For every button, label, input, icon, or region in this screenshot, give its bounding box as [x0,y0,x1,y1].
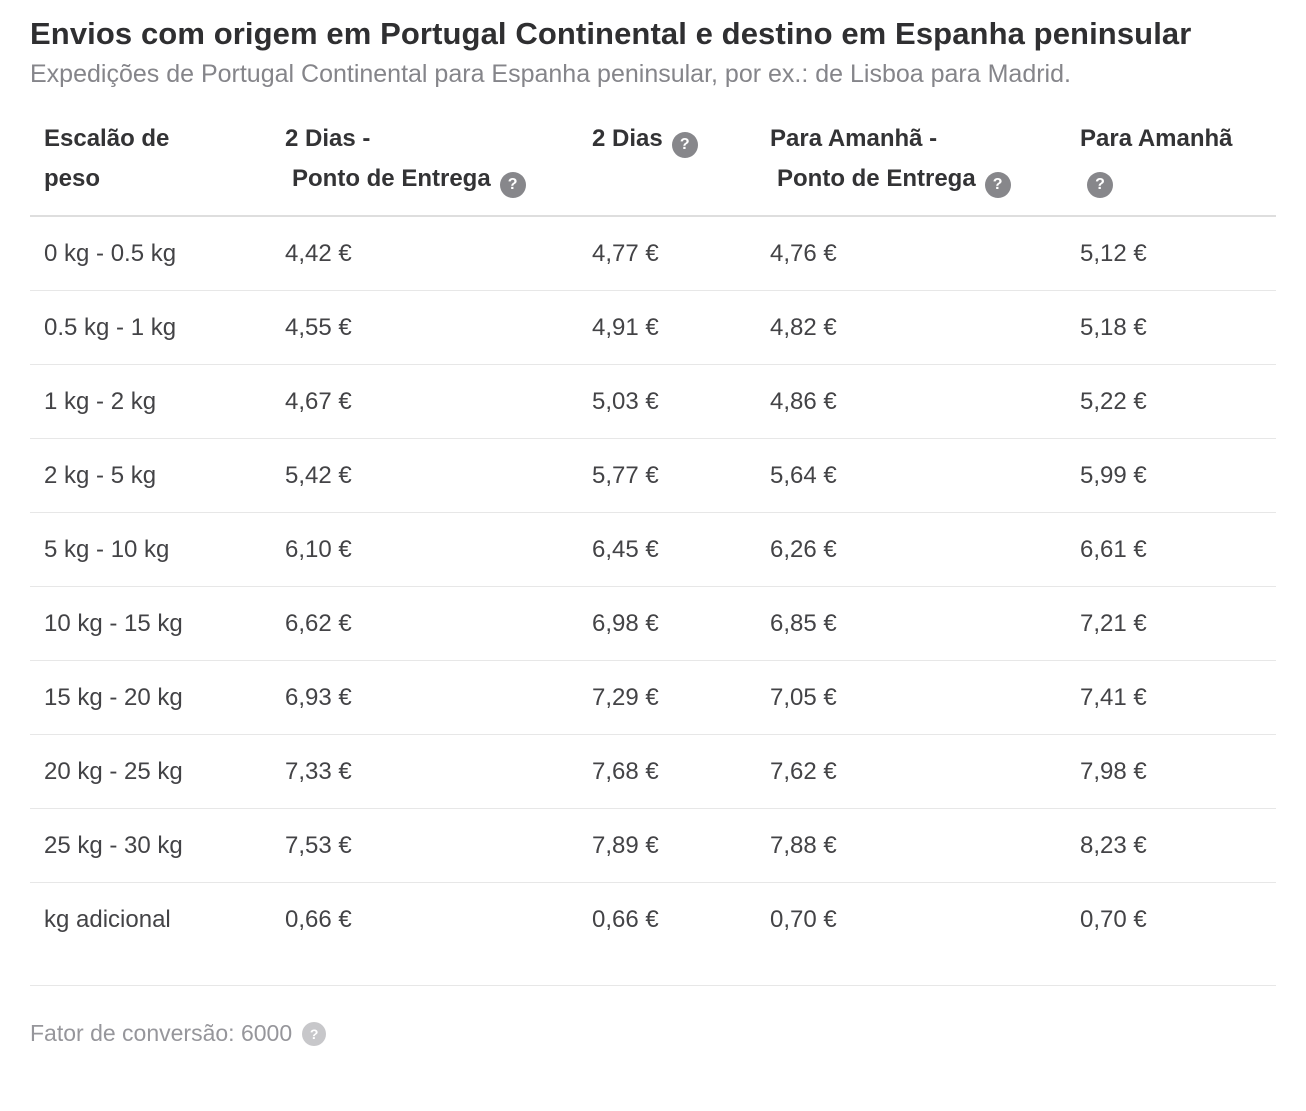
price-cell: 7,05 € [770,683,837,711]
price-cell: 6,61 € [1080,535,1147,563]
table-row: 0 kg - 0.5 kg 4,42 € 4,77 € 4,76 € 5,12 … [30,217,1276,291]
price-cell: 4,82 € [770,313,837,341]
price-cell: 5,18 € [1080,313,1147,341]
weight-label: 0.5 kg - 1 kg [44,313,177,341]
table-row: 25 kg - 30 kg 7,53 € 7,89 € 7,88 € 8,23 … [30,809,1276,883]
table-row: kg adicional 0,66 € 0,66 € 0,70 € 0,70 € [30,883,1276,957]
price-cell: 7,33 € [285,757,352,785]
page-title: Envios com origem em Portugal Continenta… [30,16,1192,51]
column-header-line1: Escalão de [44,125,170,152]
table-row: 5 kg - 10 kg 6,10 € 6,45 € 6,26 € 6,61 € [30,513,1276,587]
price-cell: 7,41 € [1080,683,1147,711]
page: Envios com origem em Portugal Continenta… [0,13,1306,1047]
price-cell: 4,86 € [770,387,837,415]
price-cell: 6,45 € [592,535,659,563]
page-subtitle: Expedições de Portugal Continental para … [30,60,1071,88]
column-header-2dias: 2 Dias? [592,119,770,199]
footer-divider [30,985,1276,986]
price-cell: 5,99 € [1080,461,1147,489]
weight-label: kg adicional [44,906,171,933]
weight-label: 2 kg - 5 kg [44,461,157,489]
weight-label: 0 kg - 0.5 kg [44,239,177,267]
price-cell: 4,67 € [285,387,352,415]
column-header-label: Ponto de Entrega [777,165,976,192]
price-cell: 7,68 € [592,757,659,785]
weight-label: 20 kg - 25 kg [44,757,183,785]
price-cell: 7,89 € [592,831,659,859]
weight-label: 25 kg - 30 kg [44,831,183,859]
price-cell: 4,76 € [770,239,837,267]
price-cell: 7,88 € [770,831,837,859]
price-cell: 4,77 € [592,239,659,267]
price-cell: 0,66 € [592,906,659,933]
price-cell: 6,62 € [285,609,352,637]
column-header-line2: Ponto de Entrega? [770,159,1080,199]
price-cell: 0,70 € [770,906,837,933]
weight-label: 5 kg - 10 kg [44,535,170,563]
price-cell: 4,42 € [285,239,352,267]
price-cell: 7,21 € [1080,609,1147,637]
column-header-label: 2 Dias [592,125,663,152]
price-cell: 6,26 € [770,535,837,563]
column-header-line2: ? [1080,159,1276,199]
price-cell: 7,98 € [1080,757,1147,785]
price-cell: 4,55 € [285,313,352,341]
price-cell: 7,29 € [592,683,659,711]
column-header-line2: peso [44,165,101,192]
table-row: 2 kg - 5 kg 5,42 € 5,77 € 5,64 € 5,99 € [30,439,1276,513]
column-header-weight: Escalão de peso [30,119,285,199]
column-header-2dias-ponto: 2 Dias - Ponto de Entrega? [285,119,592,199]
price-cell: 6,85 € [770,609,837,637]
column-header-line2: 2 Dias? [592,119,770,159]
price-cell: 6,98 € [592,609,659,637]
help-icon[interactable]: ? [499,172,526,198]
column-header-amanha: Para Amanhã ? [1080,119,1276,199]
price-cell: 4,91 € [592,313,659,341]
price-cell: 6,93 € [285,683,352,711]
help-icon-footer[interactable]: ? [302,1021,327,1046]
price-cell: 0,66 € [285,906,352,933]
column-header-line1: 2 Dias - [285,125,371,152]
price-cell: 6,10 € [285,535,352,563]
price-cell: 7,62 € [770,757,837,785]
table-header-row: Escalão de peso 2 Dias - Ponto de Entreg… [30,119,1276,217]
pricing-table: Escalão de peso 2 Dias - Ponto de Entreg… [30,119,1276,957]
table-body: 0 kg - 0.5 kg 4,42 € 4,77 € 4,76 € 5,12 … [30,217,1276,957]
table-row: 20 kg - 25 kg 7,33 € 7,68 € 7,62 € 7,98 … [30,735,1276,809]
help-icon[interactable]: ? [671,132,698,158]
price-cell: 7,53 € [285,831,352,859]
price-cell: 5,12 € [1080,239,1147,267]
price-cell: 5,77 € [592,461,659,489]
column-header-amanha-ponto: Para Amanhã - Ponto de Entrega? [770,119,1080,199]
price-cell: 8,23 € [1080,831,1147,859]
column-header-line1: Para Amanhã [1080,125,1233,152]
price-cell: 0,70 € [1080,906,1147,933]
help-icon[interactable]: ? [1087,172,1113,198]
conversion-factor-text: Fator de conversão: 6000 [30,1020,293,1046]
table-row: 0.5 kg - 1 kg 4,55 € 4,91 € 4,82 € 5,18 … [30,291,1276,365]
table-row: 10 kg - 15 kg 6,62 € 6,98 € 6,85 € 7,21 … [30,587,1276,661]
column-header-label: Ponto de Entrega [292,165,491,192]
price-cell: 5,03 € [592,387,659,415]
help-icon[interactable]: ? [984,172,1011,198]
weight-label: 15 kg - 20 kg [44,683,183,711]
weight-label: 1 kg - 2 kg [44,387,157,415]
column-header-line1: Para Amanhã - [770,125,938,152]
column-header-line2: Ponto de Entrega? [285,159,592,199]
price-cell: 5,42 € [285,461,352,489]
table-row: 15 kg - 20 kg 6,93 € 7,29 € 7,05 € 7,41 … [30,661,1276,735]
price-cell: 5,22 € [1080,387,1147,415]
conversion-factor-line: Fator de conversão: 6000 ? [30,1020,1276,1047]
price-cell: 5,64 € [770,461,837,489]
table-row: 1 kg - 2 kg 4,67 € 5,03 € 4,86 € 5,22 € [30,365,1276,439]
weight-label: 10 kg - 15 kg [44,609,183,637]
